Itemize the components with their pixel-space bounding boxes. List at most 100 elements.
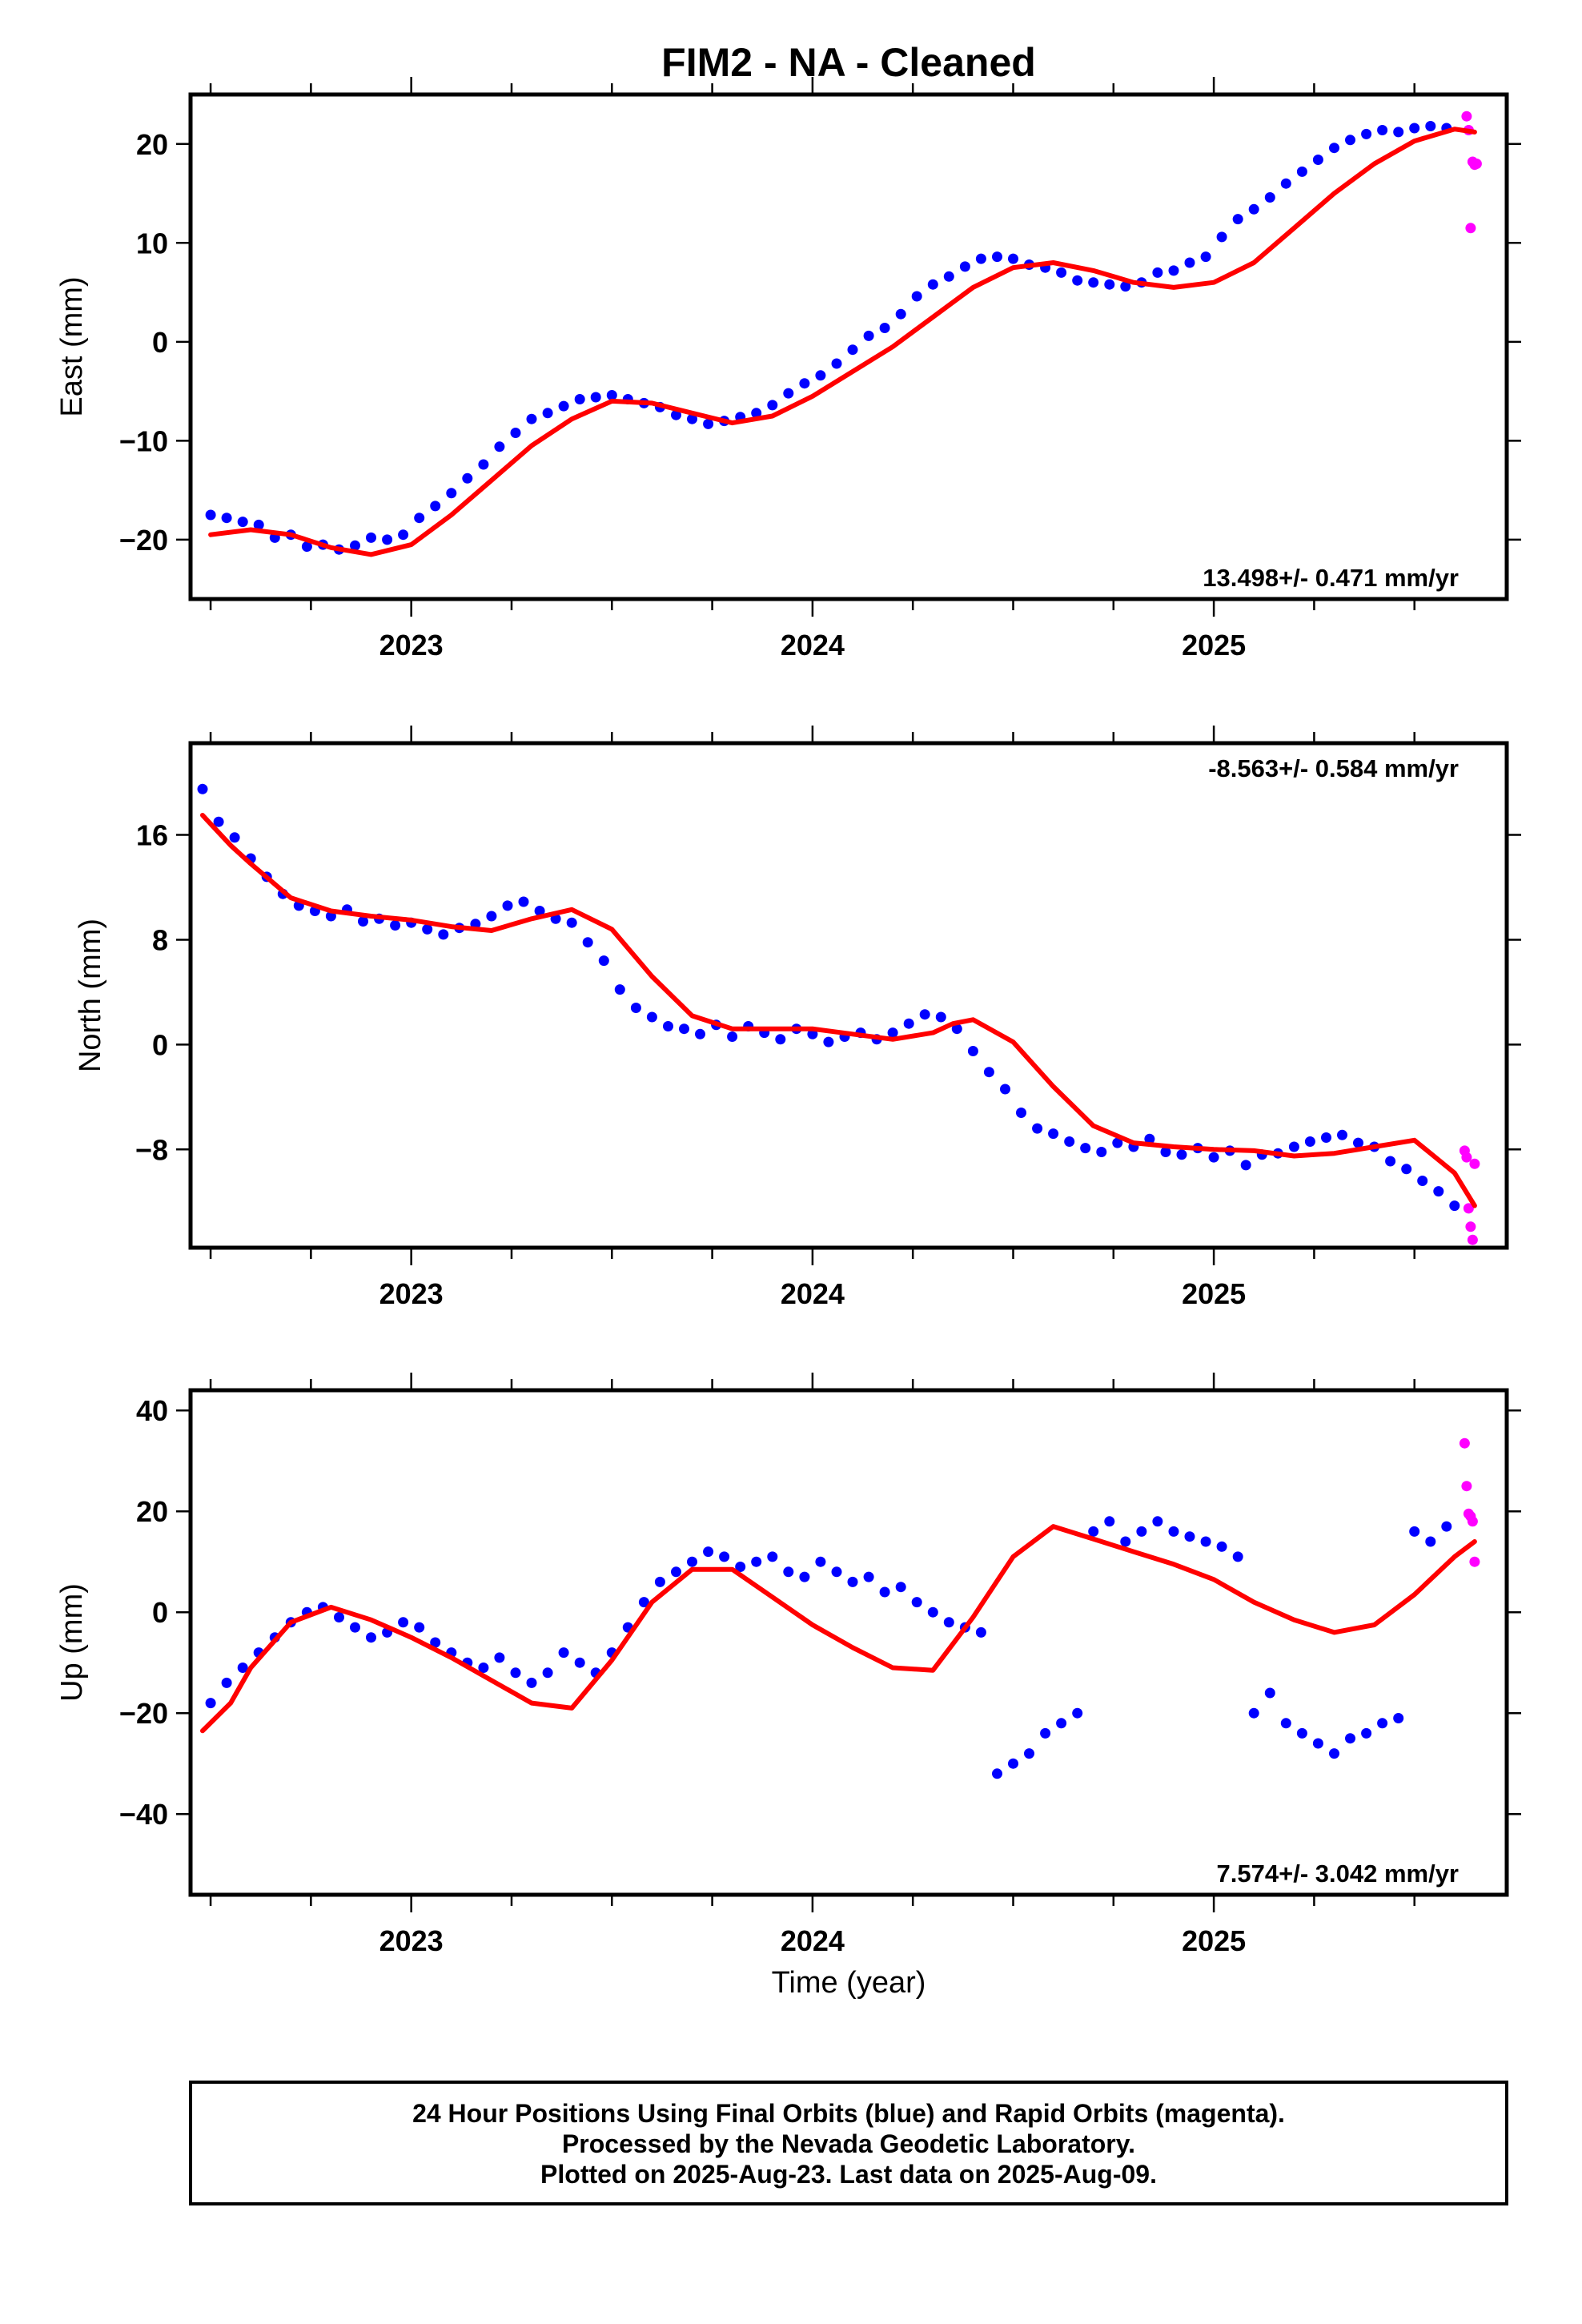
panel-0-final-point [590, 392, 601, 403]
panel-0-final-point [1248, 203, 1259, 215]
panel-2-final-point [992, 1768, 1002, 1779]
panel-2-final-point [815, 1556, 826, 1567]
panel-1-final-point [534, 906, 545, 916]
panel-0-ytick-label: 0 [152, 326, 168, 359]
panel-1-rapid-point [1469, 1158, 1480, 1169]
panel-2-ytick-label: 40 [136, 1394, 168, 1427]
panel-0-final-point [767, 400, 778, 411]
panel-0-rapid-point [1461, 111, 1472, 122]
panel-0-final-point [1329, 143, 1339, 154]
panel-2-final-point [430, 1637, 441, 1648]
panel-0-final-point [301, 541, 312, 552]
panel-2-final-point [350, 1622, 360, 1633]
panel-2-final-point [735, 1562, 746, 1572]
panel-2-final-point [237, 1663, 248, 1673]
panel-2-final-point [1072, 1707, 1083, 1719]
panel-2-final-point [751, 1556, 762, 1567]
panel-1-final-point [1016, 1108, 1026, 1118]
panel-2-final-point [334, 1612, 344, 1622]
panel-2-plot-area [200, 1437, 1480, 1779]
panel-2-final-point [1200, 1536, 1211, 1547]
panel-1-final-point [775, 1034, 786, 1045]
panel-0-final-point [542, 408, 553, 419]
panel-1-final-point [1433, 1186, 1444, 1197]
panel-1-y-axis-label: North (mm) [74, 919, 107, 1072]
panel-2-final-point [1216, 1541, 1227, 1552]
panel-1-final-point [630, 1003, 641, 1013]
panel-2-rapid-point [1461, 1481, 1472, 1492]
panel-1-frame [188, 741, 1509, 1250]
panel-2-final-point [558, 1647, 569, 1659]
panel-0-ytick-label: 20 [136, 128, 168, 161]
panel-2-ytick-label: 0 [152, 1596, 168, 1629]
panel-2-final-point [927, 1606, 938, 1618]
panel-1-final-point [1353, 1137, 1363, 1148]
panel-2-final-point [414, 1622, 425, 1633]
east-panel: 2023 2024 2025 −20 −10 0 10 20 East (mm) 13.498+/… [55, 77, 1521, 661]
panel-0-final-point [494, 441, 505, 452]
panel-1-final-point [582, 937, 593, 948]
panel-0-final-point [430, 501, 441, 512]
panel-0-final-point [671, 409, 681, 420]
panel-0-final-point [975, 253, 986, 264]
panel-1-final-point [1144, 1133, 1155, 1144]
panel-0-final-point [927, 279, 938, 290]
panel-2-rapid-point [1467, 1516, 1478, 1527]
panel-2-final-point [478, 1663, 489, 1673]
panel-0-xtick-label: 2025 [1182, 629, 1246, 661]
panel-0-y-axis-label: East (mm) [55, 276, 89, 416]
panel-0-final-point [1088, 277, 1099, 288]
panel-0-plot-area [205, 111, 1482, 557]
panel-1-final-point [1208, 1152, 1219, 1163]
panel-1-final-point [646, 1011, 657, 1023]
panel-1-final-point [518, 896, 529, 907]
panel-1-ytick-label: 8 [152, 923, 168, 956]
panel-0-final-point [1280, 178, 1291, 189]
panel-2-final-point [863, 1571, 874, 1582]
panel-0-final-point [1377, 125, 1388, 135]
panel-0-final-point [831, 358, 842, 369]
legend-line-3: Plotted on 2025-Aug-23. Last data on 202… [540, 2160, 1157, 2189]
figure-title: FIM2 - NA - Cleaned [661, 40, 1036, 85]
panel-1-final-point [1240, 1160, 1251, 1171]
panel-0-rapid-point [1465, 223, 1476, 234]
panel-1-final-point [679, 1023, 689, 1035]
legend-box-frame [189, 2081, 1508, 2205]
panel-1-final-point [1112, 1137, 1123, 1148]
panel-2-ytick-label: −20 [119, 1697, 168, 1730]
panel-1-xtick-label: 2023 [379, 1277, 444, 1310]
panel-1-final-point [502, 900, 513, 911]
panel-1-final-point [1080, 1143, 1091, 1154]
panel-0-final-point [414, 513, 425, 524]
panel-1-rapid-point [1467, 1234, 1478, 1245]
panel-1-ytick-label: 16 [136, 819, 168, 852]
panel-2-final-point [1312, 1738, 1323, 1749]
panel-2-final-point [1280, 1718, 1291, 1729]
panel-2-final-point [1248, 1707, 1259, 1719]
panel-1-final-point [935, 1011, 946, 1023]
panel-0-final-point [382, 534, 393, 545]
panel-2-final-point [879, 1586, 890, 1598]
panel-1-final-point [1288, 1141, 1299, 1152]
panel-2-final-point [221, 1677, 232, 1688]
panel-2-xtick-label: 2023 [379, 1924, 444, 1957]
panel-2-final-point [494, 1652, 505, 1663]
panel-0-final-point [783, 388, 794, 399]
panel-0-final-point [1425, 121, 1436, 131]
north-panel: 2023 2024 2025 −8 0 8 16 North (mm) -8.563+/- 0.… [74, 726, 1521, 1310]
panel-2-model-line [200, 1524, 1477, 1734]
panel-2-final-point [1152, 1516, 1163, 1527]
panel-0-final-point [1008, 253, 1018, 264]
panel-2-final-point [1441, 1521, 1452, 1532]
legend-line-1: 24 Hour Positions Using Final Orbits (bl… [412, 2099, 1285, 2128]
panel-1-final-point [695, 1028, 705, 1039]
panel-2-final-point [783, 1566, 794, 1578]
panel-2-final-point [1264, 1687, 1275, 1699]
panel-0-final-point [895, 308, 906, 320]
panel-0-final-point [703, 418, 714, 429]
panel-2-final-point [526, 1677, 537, 1688]
panel-2-xtick-label: 2025 [1182, 1924, 1246, 1957]
panel-2-final-point [1345, 1733, 1355, 1744]
panel-0-final-point [366, 532, 376, 543]
panel-0-final-point [799, 378, 810, 389]
